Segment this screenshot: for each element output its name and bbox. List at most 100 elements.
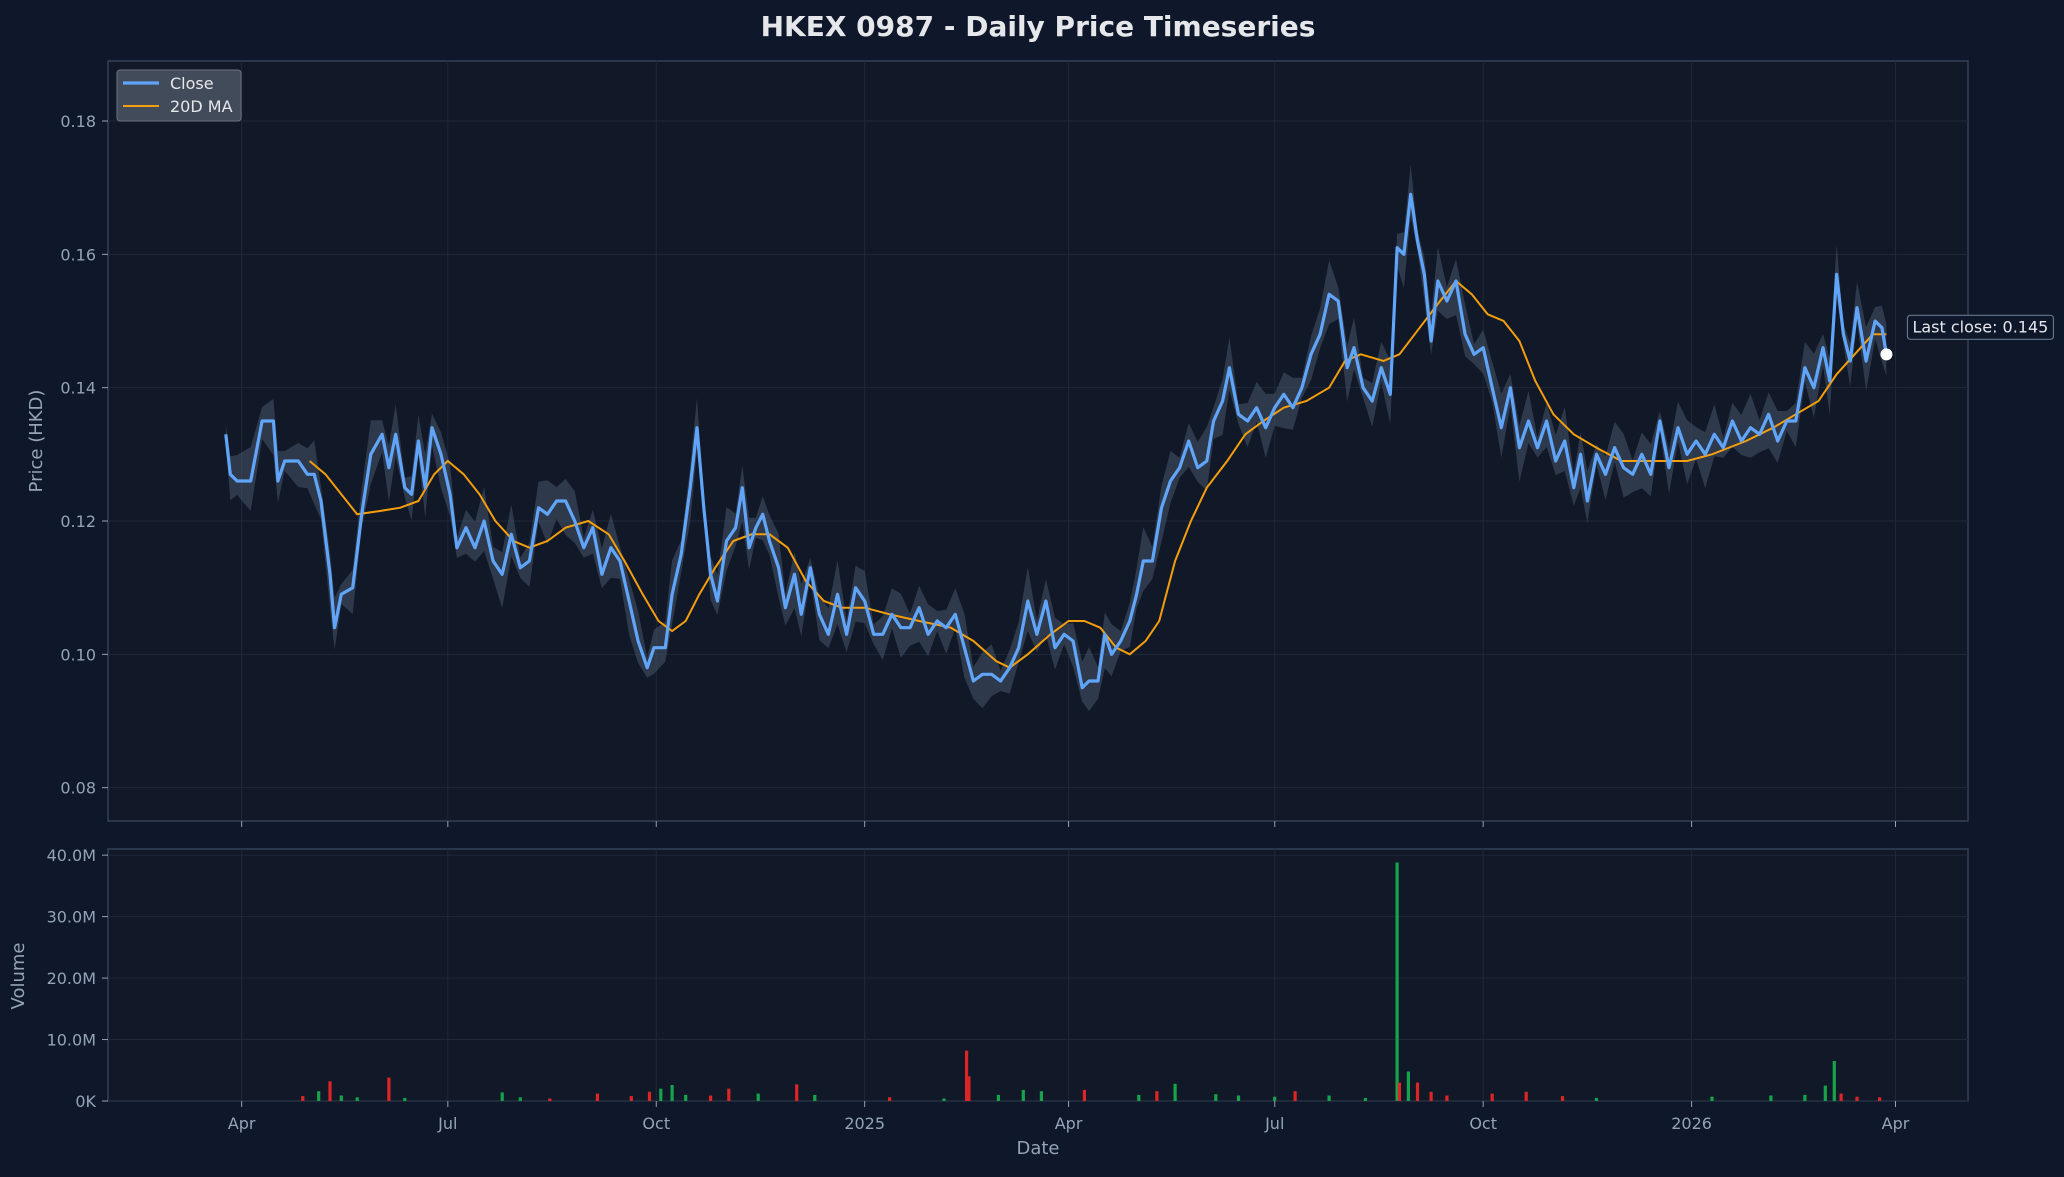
price-y-tick-label: 0.18 <box>60 112 96 131</box>
volume-bar <box>942 1098 946 1101</box>
x-tick-label: 2026 <box>1671 1114 1712 1133</box>
volume-bar <box>1878 1097 1882 1101</box>
volume-y-tick-label: 0K <box>75 1092 96 1111</box>
volume-bar <box>1769 1095 1773 1101</box>
x-tick-label: Oct <box>1469 1114 1497 1133</box>
close-range-band <box>225 164 1887 712</box>
volume-bar <box>595 1093 599 1101</box>
legend-label-20d-ma: 20D MA <box>170 97 233 116</box>
volume-bar <box>317 1091 321 1101</box>
volume-bar <box>1397 1082 1401 1101</box>
volume-bar <box>1803 1094 1807 1101</box>
price-y-axis: 0.08 0.10 0.12 0.14 0.16 0.18 <box>60 112 108 798</box>
volume-y-axis-label: Volume <box>8 943 29 1010</box>
volume-bar <box>1293 1091 1297 1101</box>
volume-panel: 0K 10.0M 20.0M 30.0M 40.0M Apr Jul Oct 2025 Apr J… <box>8 846 1969 1159</box>
volume-bar <box>965 1050 969 1101</box>
volume-y-tick-label: 40.0M <box>47 846 96 865</box>
x-tick-label: Apr <box>1055 1114 1083 1133</box>
volume-bar <box>1832 1061 1836 1101</box>
volume-bar <box>1236 1095 1241 1101</box>
volume-bar <box>1327 1095 1331 1101</box>
close-range-band-area <box>225 164 1887 712</box>
volume-x-axis: Apr Jul Oct 2025 Apr Jul Oct 2026 Apr <box>228 1101 1910 1133</box>
volume-bar <box>548 1098 552 1101</box>
volume-bar <box>795 1084 799 1101</box>
chart-title: HKEX 0987 - Daily Price Timeseries <box>761 10 1316 43</box>
volume-bar <box>670 1085 674 1101</box>
x-tick-label: Jul <box>1264 1114 1284 1133</box>
last-close-annotation: Last close: 0.145 <box>1906 314 2055 340</box>
volume-bar <box>1214 1094 1218 1101</box>
volume-bar <box>1082 1089 1086 1101</box>
x-tick-label: Oct <box>642 1114 670 1133</box>
price-x-axis-ticks <box>241 821 1897 827</box>
x-tick-label: Apr <box>228 1114 256 1133</box>
price-gridlines <box>108 61 1968 821</box>
volume-bar <box>328 1081 332 1101</box>
volume-bar <box>518 1097 522 1101</box>
series-line-close <box>224 192 1888 690</box>
volume-bar <box>684 1094 688 1101</box>
volume-bar <box>1855 1096 1859 1101</box>
volume-bar <box>1395 862 1399 1101</box>
volume-bar <box>301 1096 305 1101</box>
last-close-label: Last close: 0.145 <box>1912 317 2048 336</box>
volume-y-tick-label: 30.0M <box>47 908 96 927</box>
volume-bar <box>1560 1096 1565 1101</box>
legend-label-close: Close <box>170 74 214 93</box>
volume-bar <box>629 1096 633 1101</box>
volume-bar <box>996 1094 1000 1101</box>
volume-bar <box>1363 1097 1367 1101</box>
volume-bar <box>1406 1071 1410 1101</box>
volume-bar <box>1155 1091 1159 1101</box>
x-tick-label: 2025 <box>844 1114 885 1133</box>
volume-y-axis: 0K 10.0M 20.0M 30.0M 40.0M <box>47 846 108 1111</box>
volume-bar <box>355 1097 359 1101</box>
volume-bar <box>387 1077 391 1101</box>
volume-bar <box>1710 1096 1714 1101</box>
volume-bar <box>1173 1083 1177 1101</box>
x-axis-label: Date <box>1016 1138 1059 1159</box>
legend: Close 20D MA <box>116 69 242 122</box>
volume-bar <box>727 1088 731 1101</box>
volume-bar <box>1415 1082 1420 1101</box>
volume-bar <box>967 1076 971 1101</box>
volume-y-tick-label: 20.0M <box>47 969 96 988</box>
volume-bar <box>647 1091 652 1101</box>
price-y-tick-label: 0.08 <box>60 779 96 798</box>
volume-bar <box>1490 1093 1494 1101</box>
volume-bar <box>1524 1091 1528 1101</box>
price-y-tick-label: 0.12 <box>60 512 96 531</box>
last-close-box <box>1906 314 2055 340</box>
volume-bar <box>756 1093 760 1101</box>
volume-bar <box>659 1088 663 1101</box>
volume-bar <box>888 1097 892 1101</box>
volume-bar <box>1039 1091 1043 1101</box>
volume-bar <box>1445 1095 1449 1101</box>
last-close-marker <box>1880 348 1893 361</box>
volume-bar <box>1839 1093 1843 1101</box>
x-tick-label: Jul <box>437 1114 457 1133</box>
price-y-tick-label: 0.10 <box>60 645 96 664</box>
volume-bar <box>403 1097 407 1101</box>
price-y-tick-label: 0.16 <box>60 245 96 264</box>
x-tick-label: Apr <box>1882 1114 1910 1133</box>
series-line-20d-ma <box>308 279 1887 669</box>
volume-bar <box>813 1094 817 1101</box>
volume-gridlines <box>108 849 1968 1102</box>
price-y-axis-label: Price (HKD) <box>26 390 47 493</box>
volume-bars <box>301 862 1882 1101</box>
volume-bar <box>1823 1085 1827 1101</box>
volume-y-tick-label: 10.0M <box>47 1031 96 1050</box>
price-y-tick-label: 0.14 <box>60 379 96 398</box>
volume-bar <box>339 1095 343 1101</box>
volume-bar <box>1429 1091 1433 1101</box>
price-panel: 0.08 0.10 0.12 0.14 0.16 0.18 Last close: 0.1… <box>26 60 2055 827</box>
volume-bar <box>1021 1089 1025 1101</box>
volume-plot-area <box>107 848 1969 1102</box>
volume-bar <box>1273 1096 1277 1101</box>
volume-bar <box>1137 1094 1141 1101</box>
